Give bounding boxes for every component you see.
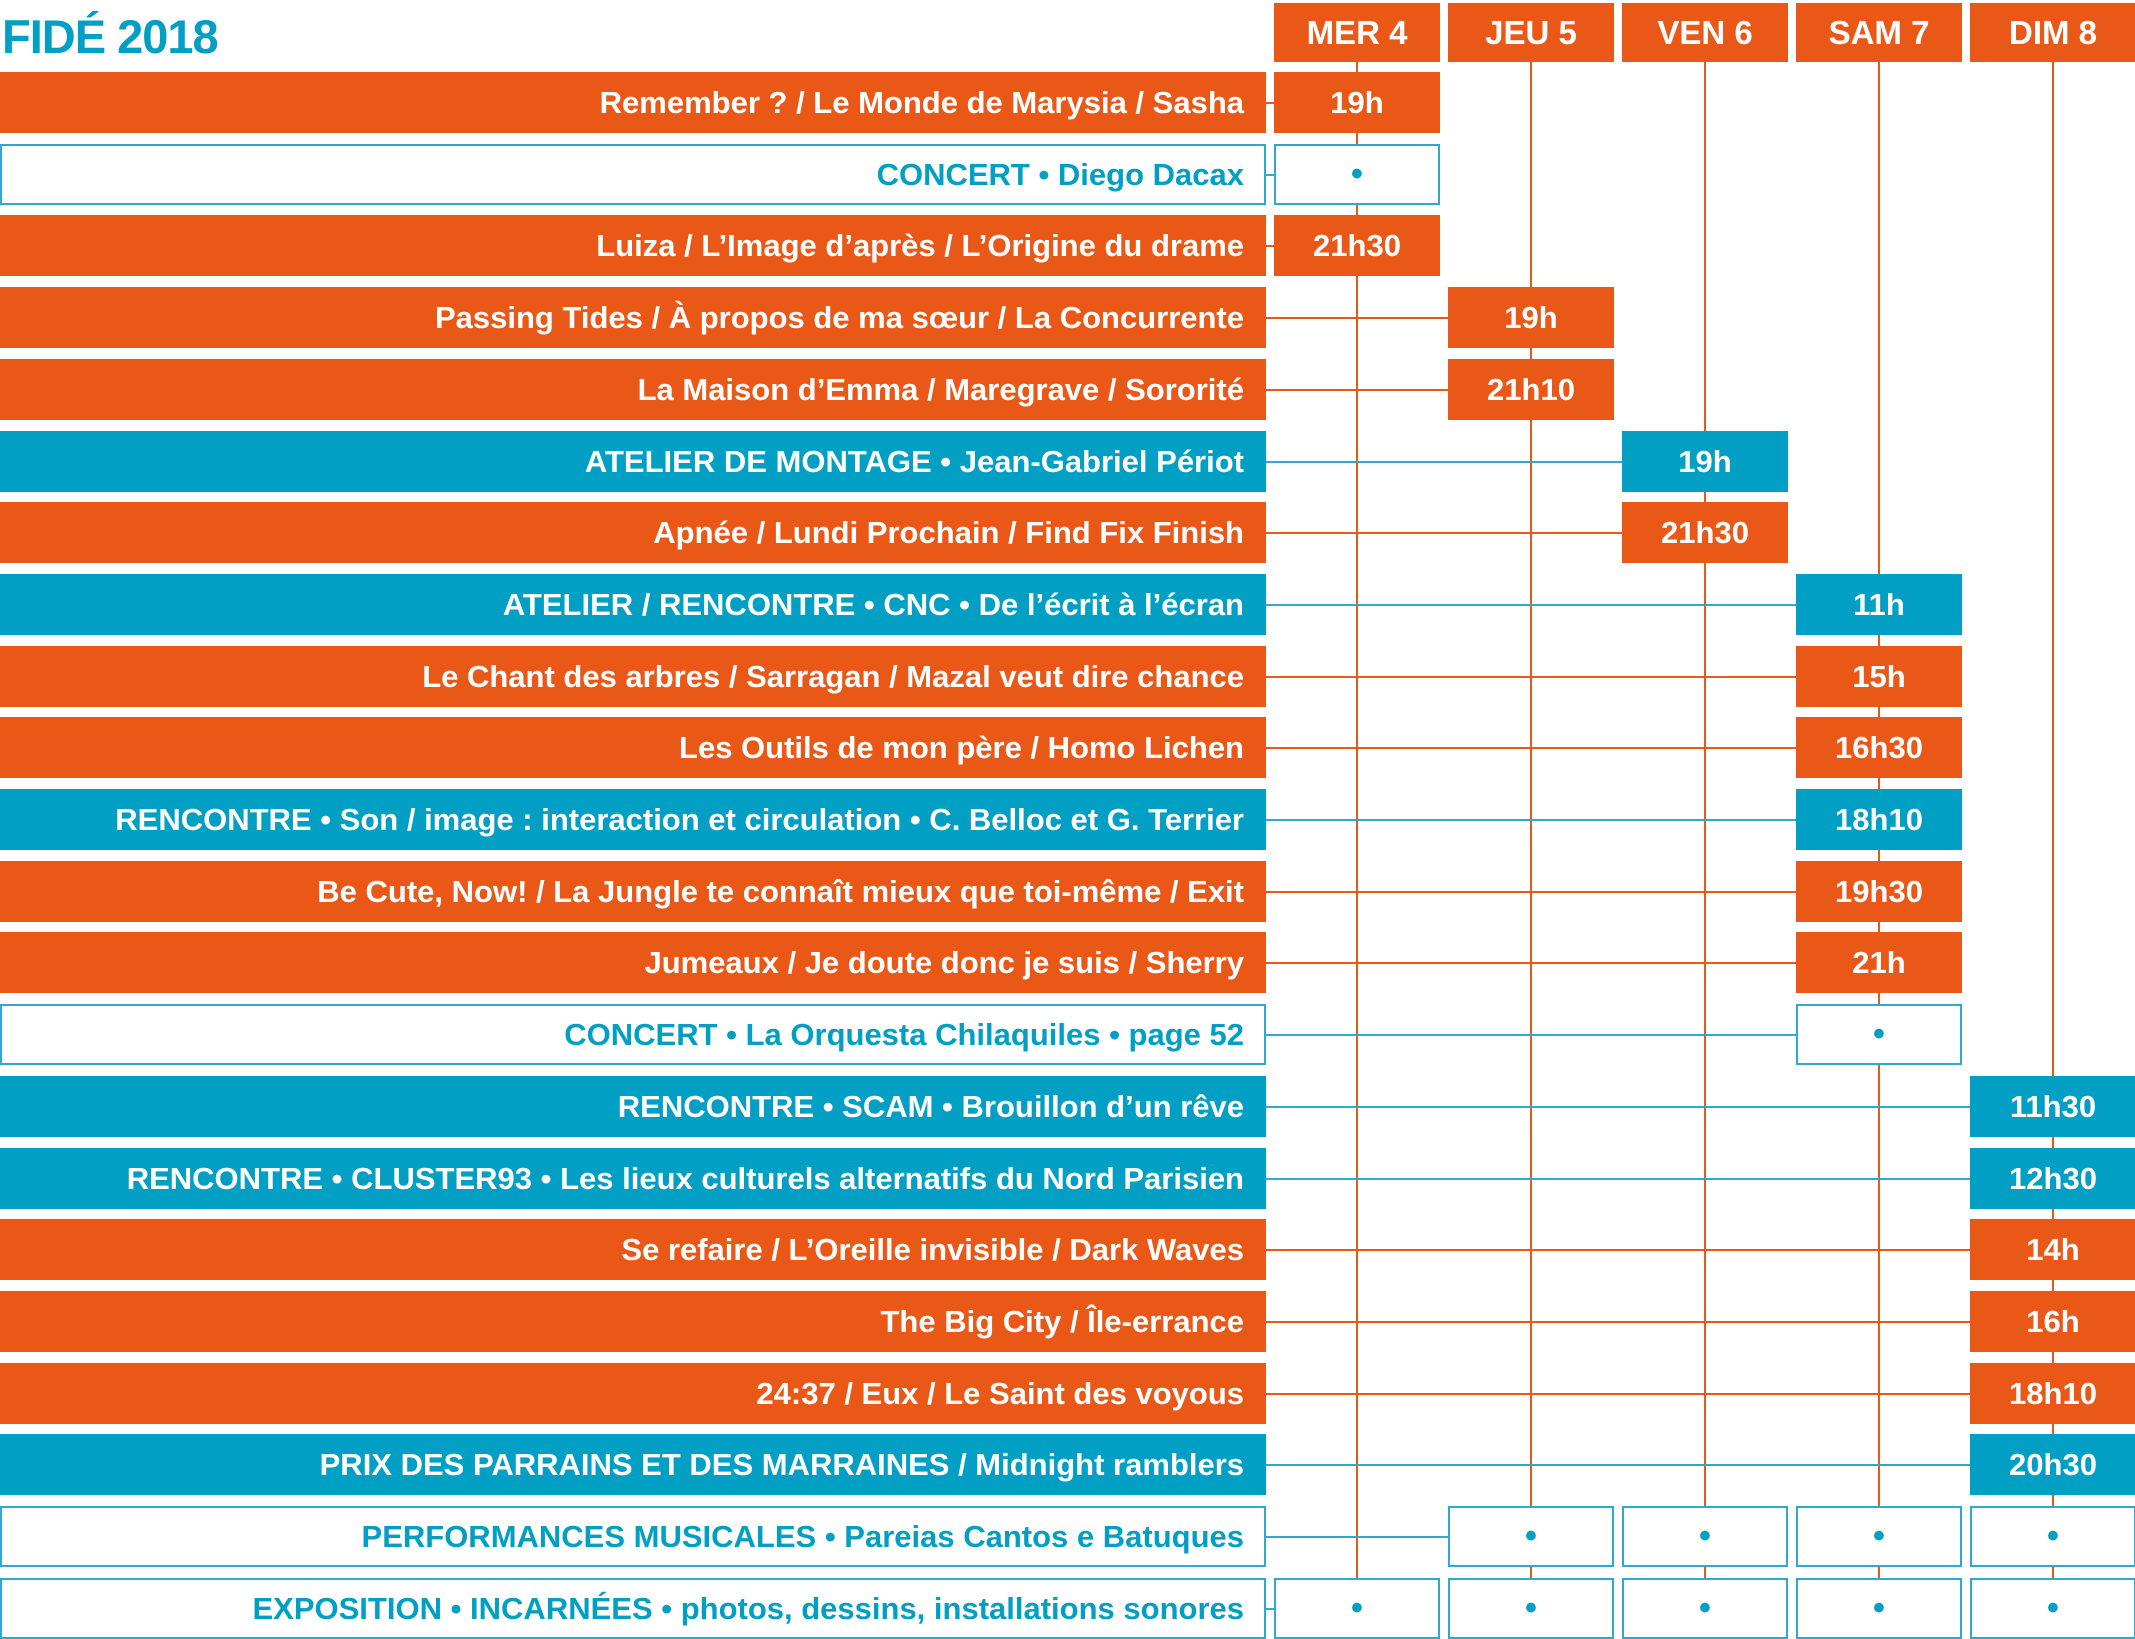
day-timeline (2052, 62, 2054, 1609)
event-time: 16h (1970, 1291, 2135, 1352)
row-connector (1266, 1607, 1274, 1610)
event-time: 18h10 (1970, 1363, 2135, 1424)
row-connector (1266, 1320, 1970, 1323)
row-connector (1266, 388, 1448, 391)
row-connector (1266, 460, 1622, 463)
event-time: 21h10 (1448, 359, 1614, 420)
day-header: SAM 7 (1796, 3, 1962, 62)
event-label: Le Chant des arbres / Sarragan / Mazal v… (0, 646, 1266, 707)
row-connector (1266, 961, 1796, 964)
day-timeline (1704, 62, 1706, 1609)
event-marker-dot: • (1622, 1506, 1788, 1567)
row-connector (1266, 531, 1622, 534)
row-connector (1266, 1392, 1970, 1395)
day-header: DIM 8 (1970, 3, 2135, 62)
event-marker-dot: • (1796, 1004, 1962, 1065)
event-time: 18h10 (1796, 789, 1962, 850)
day-header: VEN 6 (1622, 3, 1788, 62)
event-label: RENCONTRE • Son / image : interaction et… (0, 789, 1266, 850)
row-connector (1266, 101, 1274, 104)
event-label: 24:37 / Eux / Le Saint des voyous (0, 1363, 1266, 1424)
event-marker-dot: • (1448, 1578, 1614, 1639)
event-label: Be Cute, Now! / La Jungle te connaît mie… (0, 861, 1266, 922)
event-label: ATELIER DE MONTAGE • Jean-Gabriel Périot (0, 431, 1266, 492)
event-marker-dot: • (1448, 1506, 1614, 1567)
event-label: The Big City / Île-errance (0, 1291, 1266, 1352)
day-header: MER 4 (1274, 3, 1440, 62)
day-timeline (1356, 62, 1358, 1609)
event-label: PRIX DES PARRAINS ET DES MARRAINES / Mid… (0, 1434, 1266, 1495)
event-label: EXPOSITION • INCARNÉES • photos, dessins… (0, 1578, 1266, 1639)
event-time: 14h (1970, 1219, 2135, 1280)
event-marker-dot: • (1796, 1506, 1962, 1567)
row-connector (1266, 603, 1796, 606)
row-connector (1266, 316, 1448, 319)
event-time: 19h30 (1796, 861, 1962, 922)
event-label: Apnée / Lundi Prochain / Find Fix Finish (0, 502, 1266, 563)
event-label: Les Outils de mon père / Homo Lichen (0, 717, 1266, 778)
row-connector (1266, 1535, 1448, 1538)
day-header: JEU 5 (1448, 3, 1614, 62)
event-time: 21h (1796, 932, 1962, 993)
event-marker-dot: • (1622, 1578, 1788, 1639)
event-label: Se refaire / L’Oreille invisible / Dark … (0, 1219, 1266, 1280)
event-marker-dot: • (1796, 1578, 1962, 1639)
event-time: 21h30 (1622, 502, 1788, 563)
event-time: 19h (1448, 287, 1614, 348)
row-connector (1266, 818, 1796, 821)
row-connector (1266, 1177, 1970, 1180)
row-connector (1266, 1033, 1796, 1036)
row-connector (1266, 1463, 1970, 1466)
event-label: Jumeaux / Je doute donc je suis / Sherry (0, 932, 1266, 993)
row-connector (1266, 244, 1274, 247)
event-marker-dot: • (1274, 1578, 1440, 1639)
event-label: RENCONTRE • SCAM • Brouillon d’un rêve (0, 1076, 1266, 1137)
row-connector (1266, 1105, 1970, 1108)
event-time: 16h30 (1796, 717, 1962, 778)
event-marker-dot: • (1274, 144, 1440, 205)
event-label: La Maison d’Emma / Maregrave / Sororité (0, 359, 1266, 420)
event-time: 15h (1796, 646, 1962, 707)
event-time: 11h30 (1970, 1076, 2135, 1137)
row-connector (1266, 173, 1274, 176)
event-time: 20h30 (1970, 1434, 2135, 1495)
event-marker-dot: • (1970, 1578, 2135, 1639)
row-connector (1266, 746, 1796, 749)
event-time: 21h30 (1274, 215, 1440, 276)
event-time: 12h30 (1970, 1148, 2135, 1209)
event-label: RENCONTRE • CLUSTER93 • Les lieux cultur… (0, 1148, 1266, 1209)
row-connector (1266, 1248, 1970, 1251)
event-label: CONCERT • La Orquesta Chilaquiles • page… (0, 1004, 1266, 1065)
row-connector (1266, 675, 1796, 678)
event-label: Luiza / L’Image d’après / L’Origine du d… (0, 215, 1266, 276)
day-timeline (1530, 62, 1532, 1609)
event-label: ATELIER / RENCONTRE • CNC • De l’écrit à… (0, 574, 1266, 635)
event-label: Remember ? / Le Monde de Marysia / Sasha (0, 72, 1266, 133)
event-time: 19h (1622, 431, 1788, 492)
event-label: Passing Tides / À propos de ma sœur / La… (0, 287, 1266, 348)
event-label: PERFORMANCES MUSICALES • Pareias Cantos … (0, 1506, 1266, 1567)
event-time: 19h (1274, 72, 1440, 133)
page-title: FIDÉ 2018 (2, 10, 219, 63)
event-marker-dot: • (1970, 1506, 2135, 1567)
event-time: 11h (1796, 574, 1962, 635)
row-connector (1266, 890, 1796, 893)
event-label: CONCERT • Diego Dacax (0, 144, 1266, 205)
